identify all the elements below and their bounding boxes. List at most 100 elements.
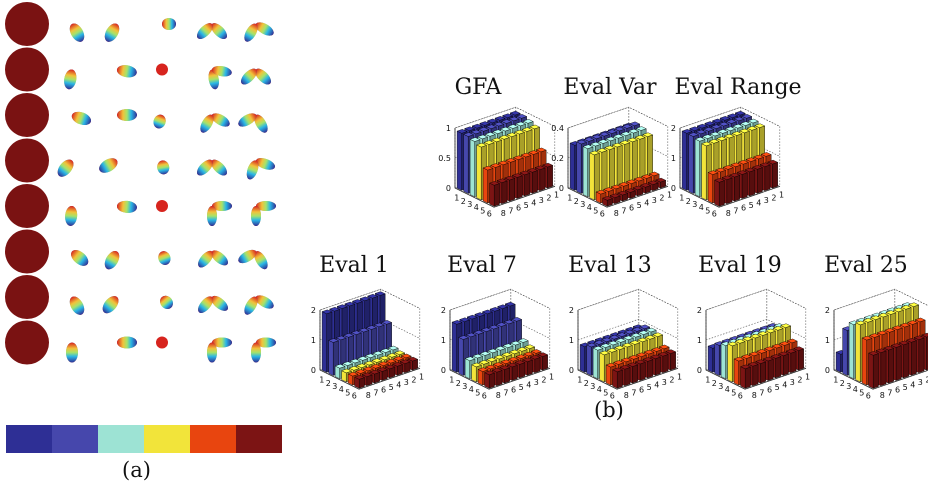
y-tick-label: 6 (381, 386, 386, 395)
z-tick-label: 0 (441, 366, 446, 375)
odf-glyph (197, 159, 227, 176)
colorbar-swatch (144, 425, 190, 453)
x-tick-label: 6 (738, 392, 743, 401)
odf-glyph (157, 160, 170, 175)
odf-glyph (71, 250, 89, 266)
odf-glyph (241, 68, 271, 85)
odf-glyph (200, 113, 230, 133)
y-tick-label: 7 (621, 206, 626, 215)
x-tick-label: 5 (480, 206, 485, 215)
colorbar-swatch (98, 425, 144, 453)
y-tick-label: 5 (524, 201, 529, 210)
x-tick-label: 2 (686, 197, 691, 206)
sphere-glyph (5, 320, 49, 365)
y-tick-label: 5 (903, 383, 908, 392)
z-tick-label: 1 (311, 336, 316, 345)
y-tick-label: 2 (546, 193, 551, 202)
z-tick-label: 0.4 (551, 124, 564, 133)
bar3d-chart: 00.20.41 2 3 4 5 6 8 7 6 5 4 3 2 1 (551, 106, 672, 219)
chart-title: GFA (454, 75, 502, 100)
z-tick-label: 2 (671, 124, 676, 133)
y-tick-label: 1 (805, 373, 810, 382)
x-tick-label: 4 (587, 203, 592, 212)
odf-glyph (156, 63, 168, 76)
x-tick-label: 1 (833, 376, 838, 385)
x-tick-label: 4 (597, 385, 602, 394)
bar (489, 181, 501, 207)
y-tick-label: 1 (554, 191, 559, 200)
y-tick-label: 8 (501, 209, 506, 218)
odf-glyph (244, 22, 274, 42)
z-tick-label: 0 (311, 366, 316, 375)
y-tick-label: 1 (549, 373, 554, 382)
x-tick-label: 2 (461, 197, 466, 206)
sphere-glyph (5, 275, 49, 319)
x-tick-label: 2 (712, 379, 717, 388)
x-tick-label: 2 (456, 379, 461, 388)
x-tick-label: 5 (345, 388, 350, 397)
x-tick-label: 1 (454, 194, 459, 203)
y-tick-label: 5 (749, 201, 754, 210)
y-tick-label: 4 (910, 381, 915, 390)
odf-glyph (116, 65, 137, 78)
odf-glyph (251, 201, 276, 226)
z-tick-label: 0 (697, 366, 702, 375)
colorbar-swatch (52, 425, 98, 453)
odf-glyph (116, 200, 137, 213)
y-tick-label: 2 (669, 375, 674, 384)
sphere-glyph (5, 229, 49, 274)
odf-glyph (102, 296, 119, 314)
chart-title: Eval 7 (447, 253, 517, 278)
z-tick-label: 2 (311, 306, 316, 315)
x-tick-label: 1 (449, 376, 454, 385)
y-tick-label: 6 (511, 386, 516, 395)
y-tick-label: 2 (797, 375, 802, 384)
y-tick-label: 4 (531, 199, 536, 208)
y-tick-label: 7 (887, 388, 892, 397)
y-tick-label: 7 (733, 206, 738, 215)
y-tick-label: 6 (741, 204, 746, 213)
z-tick-label: 1 (441, 336, 446, 345)
z-tick-label: 0 (446, 184, 451, 193)
z-tick-label: 1 (671, 154, 676, 163)
z-tick-label: 0.5 (438, 154, 451, 163)
z-tick-label: 0 (559, 184, 564, 193)
x-tick-label: 4 (339, 385, 344, 394)
y-tick-label: 7 (508, 206, 513, 215)
z-tick-label: 2 (825, 306, 830, 315)
x-tick-label: 3 (718, 382, 723, 391)
y-tick-label: 3 (662, 378, 667, 387)
z-tick-label: 2 (569, 306, 574, 315)
x-tick-label: 1 (319, 376, 324, 385)
y-tick-label: 4 (756, 199, 761, 208)
y-tick-label: 1 (667, 191, 672, 200)
z-tick-label: 1 (825, 336, 830, 345)
y-tick-label: 1 (677, 373, 682, 382)
y-tick-label: 7 (759, 388, 764, 397)
y-tick-label: 3 (764, 196, 769, 205)
x-tick-label: 6 (712, 210, 717, 219)
y-tick-label: 5 (389, 383, 394, 392)
y-tick-label: 8 (366, 391, 371, 400)
y-tick-label: 8 (624, 391, 629, 400)
odf-glyph (246, 158, 275, 180)
x-tick-label: 3 (692, 200, 697, 209)
odf-glyph (65, 205, 78, 226)
bar3d-chart: 00.511 2 3 4 5 6 8 7 6 5 4 3 2 1 (438, 106, 559, 219)
y-tick-label: 8 (726, 209, 731, 218)
colorbar-swatch (190, 425, 236, 453)
y-tick-label: 6 (895, 386, 900, 395)
y-tick-label: 2 (925, 375, 928, 384)
chart-title: Eval 13 (568, 253, 652, 278)
bar (632, 185, 644, 197)
odf-glyph (197, 23, 227, 39)
odf-glyph (207, 337, 232, 363)
y-tick-label: 6 (629, 204, 634, 213)
panel-a-glyph-grid: (a) (0, 0, 300, 488)
x-tick-label: 2 (574, 197, 579, 206)
glyph-grid (5, 2, 276, 365)
odf-glyph (57, 159, 74, 177)
y-tick-label: 1 (779, 191, 784, 200)
